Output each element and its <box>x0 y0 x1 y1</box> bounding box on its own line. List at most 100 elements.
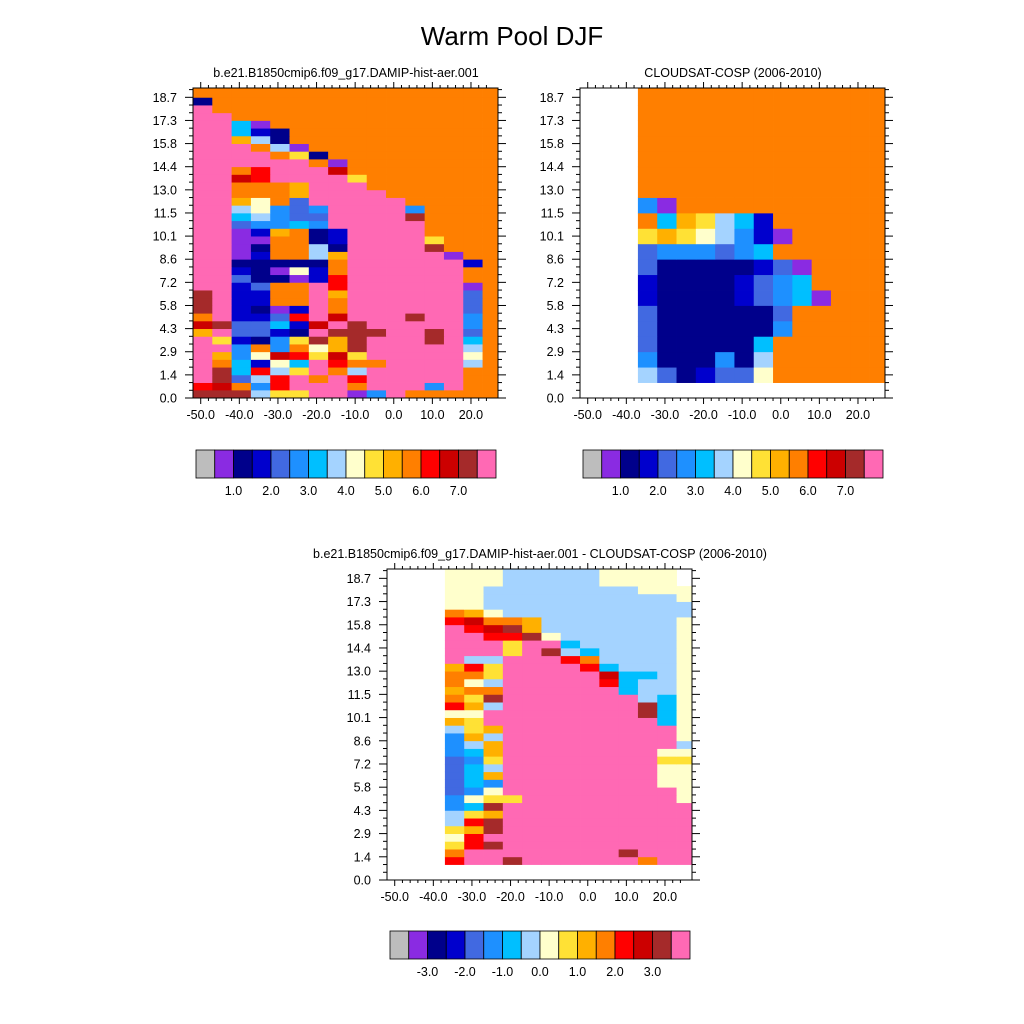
heatmap-cell <box>734 320 755 337</box>
heatmap-cell <box>424 259 445 268</box>
heatmap-cell <box>482 174 499 183</box>
heatmap-cell <box>386 151 406 160</box>
heatmap-cell <box>463 274 483 283</box>
heatmap-cell <box>308 143 329 152</box>
heatmap-cell <box>773 197 793 214</box>
heatmap-cell <box>289 228 310 237</box>
heatmap-cell <box>328 259 348 268</box>
y-tick-label: 11.5 <box>541 206 564 220</box>
heatmap-cell <box>830 197 851 214</box>
colorbar-swatch <box>401 449 422 479</box>
heatmap-cell <box>502 709 523 718</box>
heatmap-cell <box>386 120 406 129</box>
heatmap-cell <box>695 88 716 106</box>
heatmap-cell <box>347 182 368 191</box>
y-tick-label: 1.4 <box>354 850 371 864</box>
heatmap-cells <box>444 569 693 865</box>
heatmap-cell <box>676 810 693 819</box>
heatmap-cell <box>328 166 348 175</box>
heatmap-cell <box>676 182 697 198</box>
heatmap-cell <box>405 251 426 260</box>
heatmap-cell <box>792 166 813 183</box>
heatmap-cell <box>193 313 213 322</box>
heatmap-cell <box>482 128 499 137</box>
heatmap-cell <box>366 266 387 276</box>
heatmap-cell <box>618 694 639 703</box>
heatmap-cell <box>250 88 271 98</box>
heatmap-cell <box>193 88 213 98</box>
heatmap-cell <box>328 328 348 337</box>
heatmap-cell <box>347 320 368 330</box>
heatmap-cell <box>830 367 851 383</box>
heatmap-cell <box>193 97 213 106</box>
heatmap-cell <box>212 243 232 252</box>
heatmap-cell <box>541 647 562 657</box>
heatmap-cell <box>366 112 387 121</box>
heatmap-cell <box>580 818 600 827</box>
heatmap-cell <box>289 236 310 245</box>
heatmap-cell <box>657 794 677 804</box>
heatmap-cell <box>386 328 406 337</box>
heatmap-cell <box>560 678 581 688</box>
heatmap-cell <box>443 328 464 337</box>
heatmap-cell <box>734 367 755 383</box>
y-tick-label: 2.9 <box>547 345 564 359</box>
heatmap-cell <box>308 182 329 191</box>
x-tick-label: -10.0 <box>341 408 370 422</box>
heatmap-cell <box>599 733 620 742</box>
heatmap-cell <box>482 282 499 291</box>
heatmap-cell <box>657 779 677 788</box>
heatmap-cell <box>405 189 426 198</box>
heatmap-cell <box>618 794 639 804</box>
heatmap-cell <box>637 243 658 260</box>
heatmap-cell <box>580 569 600 587</box>
heatmap-cell <box>773 274 793 291</box>
heatmap-cell <box>424 297 445 306</box>
heatmap-cell <box>482 374 499 383</box>
heatmap-cell <box>464 632 484 641</box>
heatmap-cell <box>231 382 252 391</box>
heatmap-cell <box>289 251 310 260</box>
heatmap-cell <box>424 135 445 144</box>
heatmap-cell <box>637 810 658 819</box>
heatmap-cell <box>522 856 542 865</box>
heatmap-cell <box>212 367 232 376</box>
heatmap-cell <box>657 212 677 229</box>
y-tick-label: 18.7 <box>153 91 177 105</box>
heatmap-cell <box>193 336 213 345</box>
heatmap-cell <box>753 367 774 383</box>
heatmap-cell <box>463 97 483 106</box>
heatmap-cell <box>811 320 832 337</box>
heatmap-cell <box>193 174 213 183</box>
heatmap-cell <box>676 601 693 610</box>
heatmap-cell <box>482 151 499 160</box>
heatmap-cell <box>231 359 252 368</box>
heatmap-cell <box>212 344 232 353</box>
heatmap-cell <box>676 849 693 858</box>
heatmap-cell <box>386 236 406 245</box>
heatmap-cell <box>405 228 426 237</box>
y-tick-label: 4.3 <box>160 322 177 336</box>
heatmap-cell <box>347 228 368 237</box>
heatmap-cell <box>502 601 523 610</box>
colorbar-swatch <box>620 449 640 479</box>
heatmap-cell <box>618 601 639 610</box>
heatmap-cell <box>560 671 581 680</box>
heatmap-cell <box>270 282 290 291</box>
heatmap-cell <box>715 228 735 245</box>
heatmap-cell <box>502 818 523 827</box>
heatmap-cell <box>715 367 735 383</box>
heatmap-cell <box>483 647 504 657</box>
heatmap-cell <box>657 763 677 773</box>
heatmap-cell <box>695 228 716 245</box>
heatmap-cell <box>715 274 735 291</box>
heatmap-cell <box>231 174 252 183</box>
heatmap-cell <box>773 105 793 121</box>
heatmap-cell <box>657 771 677 780</box>
heatmap-cell <box>830 259 851 276</box>
heatmap-cell <box>386 228 406 237</box>
heatmap-cell <box>270 236 290 245</box>
heatmap-cell <box>522 756 542 765</box>
heatmap-cell <box>386 243 406 252</box>
